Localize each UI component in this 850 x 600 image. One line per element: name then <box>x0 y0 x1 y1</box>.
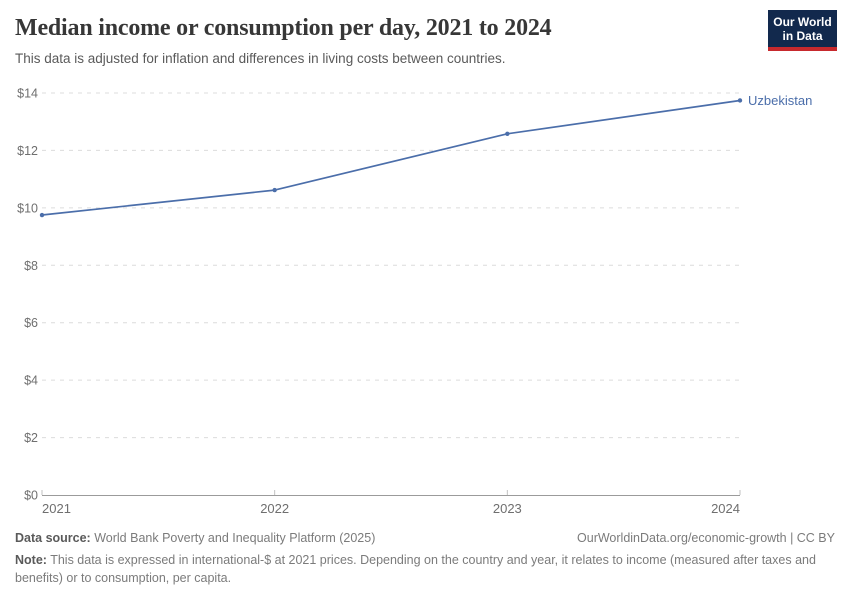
data-point <box>737 98 743 103</box>
data-point <box>39 212 45 218</box>
chart-line <box>41 99 741 216</box>
owid-logo[interactable]: Our World in Data <box>768 10 837 51</box>
owid-logo-line1: Our World <box>773 15 832 29</box>
chart-title: Median income or consumption per day, 20… <box>15 15 552 41</box>
y-tick-label: $6 <box>24 316 38 330</box>
attribution-link[interactable]: OurWorldinData.org/economic-growth | CC … <box>577 531 835 545</box>
note-text: This data is expressed in international-… <box>15 553 816 586</box>
note-label: Note: <box>15 553 47 568</box>
chart-header: Median income or consumption per day, 20… <box>15 15 750 68</box>
data-source-label: Data source: <box>15 531 91 545</box>
x-tick-label: 2022 <box>260 501 289 516</box>
y-tick-label: $12 <box>17 144 38 158</box>
data-source: Data source: World Bank Poverty and Ineq… <box>15 529 375 547</box>
x-tick-label: 2024 <box>711 501 740 516</box>
chart-subtitle: This data is adjusted for inflation and … <box>15 51 506 67</box>
x-tick-label: 2021 <box>42 501 71 516</box>
y-tick-label: $8 <box>24 259 38 273</box>
data-point <box>272 187 277 193</box>
y-tick-label: $2 <box>24 431 38 445</box>
y-tick-label: $0 <box>24 489 38 503</box>
owid-logo-line2: in Data <box>782 29 823 43</box>
x-tick-label: 2023 <box>493 501 522 516</box>
data-source-text: World Bank Poverty and Inequality Platfo… <box>94 531 376 545</box>
y-tick-label: $14 <box>17 87 38 101</box>
y-tick-label: $4 <box>24 374 38 388</box>
chart-note: Note: This data is expressed in internat… <box>15 551 835 587</box>
data-point <box>505 131 510 136</box>
chart-footer: Data source: World Bank Poverty and Ineq… <box>15 529 835 587</box>
y-tick-label: $10 <box>17 201 38 215</box>
entity-label[interactable]: Uzbekistan <box>748 93 812 108</box>
